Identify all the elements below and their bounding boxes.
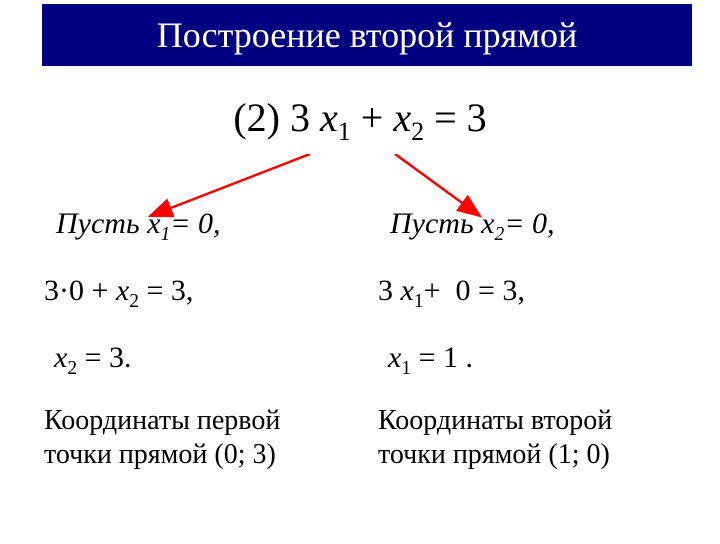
left-column: Пусть x1= 0, 3·0 + x2 = 3, x2 = 3. Коорд… bbox=[44, 207, 354, 471]
left-coord-1: Координаты первой bbox=[44, 405, 280, 436]
eq-var-x2: x bbox=[393, 95, 411, 140]
left-coord-2: точки прямой (0; 3) bbox=[44, 439, 276, 470]
right-coord: Координаты второй точки прямой (1; 0) bbox=[378, 404, 688, 471]
eq-var-x1: x bbox=[320, 95, 338, 140]
left-assume-sub: 1 bbox=[160, 224, 170, 245]
eq-sub-2: 2 bbox=[411, 117, 424, 146]
left-coord: Координаты первой точки прямой (0; 3) bbox=[44, 404, 354, 471]
main-equation: (2) 3 x1 + x2 = 3 bbox=[0, 94, 720, 147]
title-bar: Построение второй прямой bbox=[42, 4, 692, 66]
right-step: 3 x1+ 0 = 3, bbox=[378, 274, 688, 313]
left-assume-var: x bbox=[147, 207, 160, 240]
eq-sub-1: 1 bbox=[338, 117, 351, 146]
right-coord-2: точки прямой (1; 0) bbox=[378, 439, 610, 470]
right-coord-1: Координаты второй bbox=[378, 405, 612, 436]
right-result: x1 = 1 . bbox=[378, 341, 688, 380]
columns: Пусть x1= 0, 3·0 + x2 = 3, x2 = 3. Коорд… bbox=[0, 207, 720, 471]
eq-coeff: 3 bbox=[290, 95, 310, 140]
left-assume-suffix: = 0, bbox=[170, 207, 220, 240]
left-assume: Пусть x1= 0, bbox=[44, 207, 354, 246]
left-assume-prefix: Пусть bbox=[56, 207, 147, 240]
right-column: Пусть x2= 0, 3 x1+ 0 = 3, x1 = 1 . Коорд… bbox=[378, 207, 688, 471]
equation-body: 3 x1 + x2 = 3 bbox=[290, 95, 487, 140]
right-assume-prefix: Пусть bbox=[390, 207, 481, 240]
right-assume-var: x bbox=[481, 207, 494, 240]
eq-rhs: 3 bbox=[467, 95, 487, 140]
left-step: 3·0 + x2 = 3, bbox=[44, 274, 354, 313]
right-assume-sub: 2 bbox=[494, 224, 504, 245]
right-assume: Пусть x2= 0, bbox=[378, 207, 688, 246]
page-title: Построение второй прямой bbox=[157, 14, 577, 56]
left-result: x2 = 3. bbox=[44, 341, 354, 380]
right-assume-suffix: = 0, bbox=[504, 207, 554, 240]
equation-number: (2) bbox=[233, 95, 280, 140]
